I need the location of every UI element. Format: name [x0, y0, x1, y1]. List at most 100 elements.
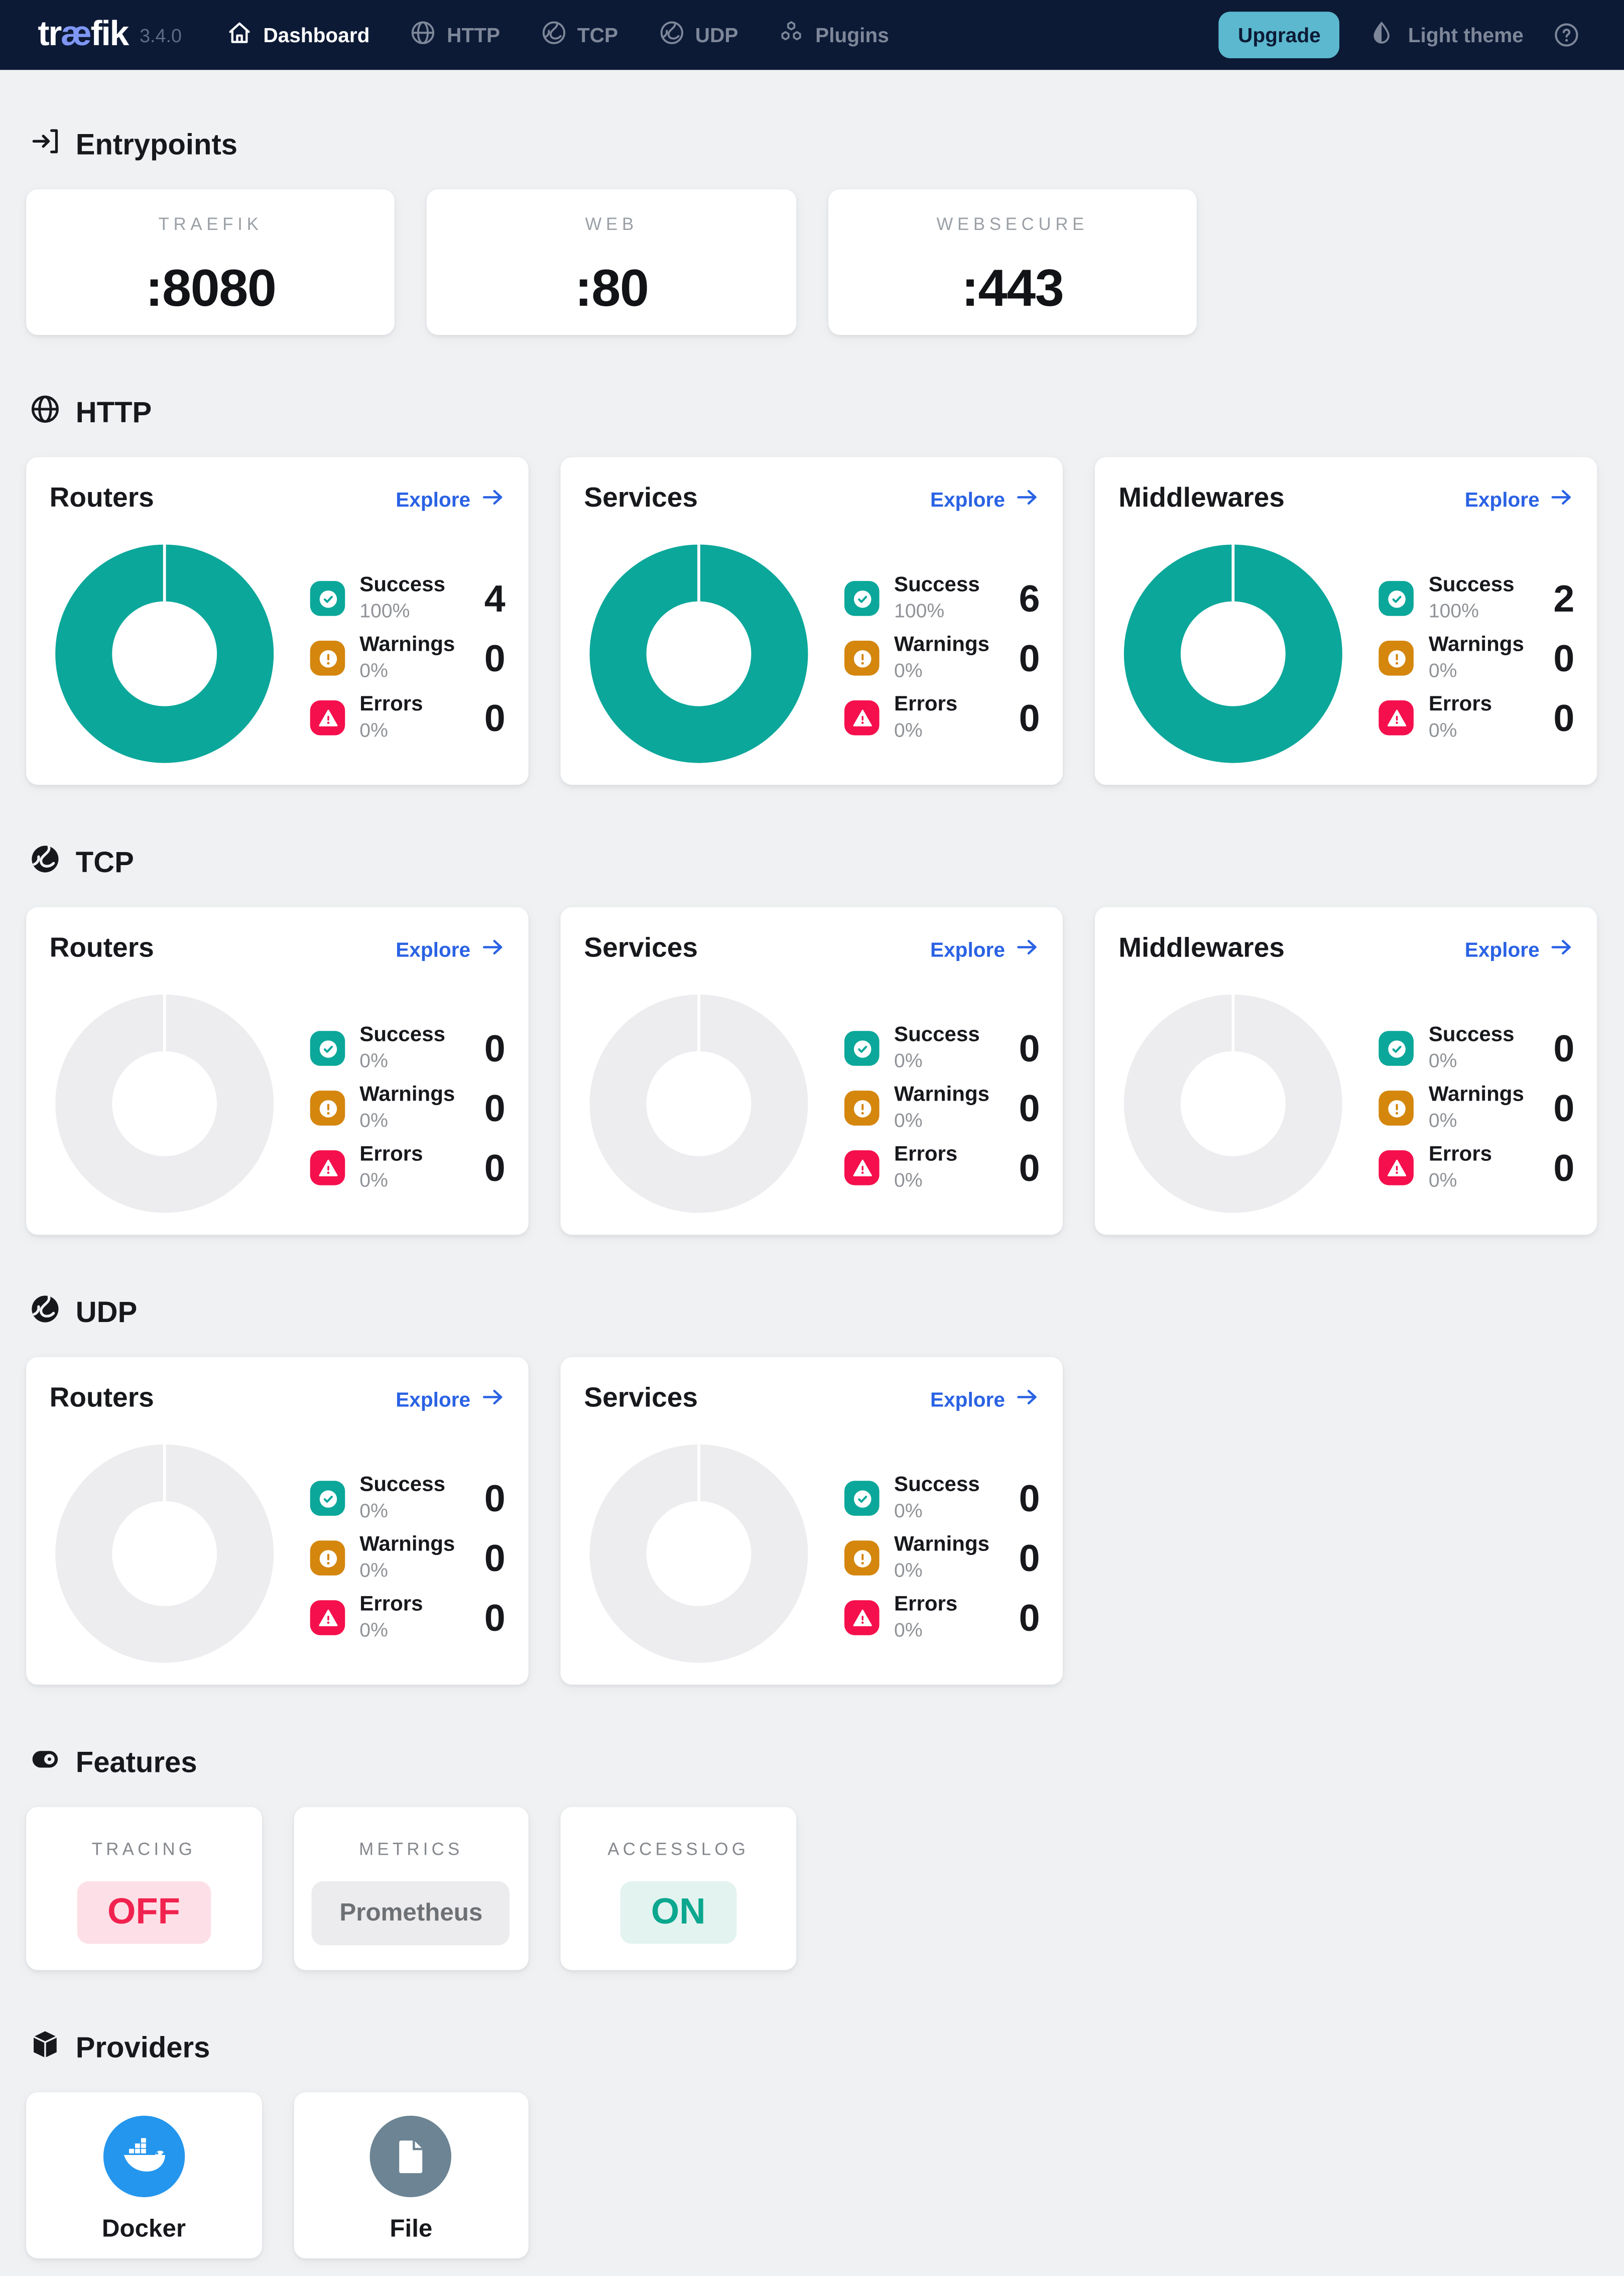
stat-count: 0: [484, 1595, 506, 1639]
stat-row-success: Success 100% 6: [844, 574, 1040, 621]
upgrade-button[interactable]: Upgrade: [1219, 12, 1340, 59]
providers-heading: Providers: [29, 2028, 1598, 2069]
stat-row-errors: Errors 0% 0: [310, 1593, 506, 1640]
feature-name: TRACING: [91, 1839, 196, 1860]
stat-label: Errors: [1428, 1142, 1492, 1166]
card-header: Services Explore: [561, 907, 1063, 966]
stat-texts: Success 0%: [894, 1023, 980, 1072]
stat-count: 0: [484, 1476, 506, 1520]
http-cards: Routers Explore Success 100% 4 Warnings: [26, 457, 1598, 785]
success-check-icon: [1379, 1031, 1414, 1066]
nav-item-http[interactable]: HTTP: [409, 19, 500, 51]
stat-count: 0: [1553, 1085, 1575, 1129]
card-title: Middlewares: [1118, 483, 1285, 514]
explore-link[interactable]: Explore: [396, 485, 506, 514]
explore-link-label: Explore: [930, 937, 1005, 962]
explore-link-label: Explore: [396, 488, 471, 511]
stat-label: Success: [894, 1023, 980, 1047]
nav-item-plugins[interactable]: Plugins: [778, 19, 889, 51]
stat-count: 0: [1019, 1085, 1040, 1129]
feature-card-tracing: TRACING OFF: [26, 1807, 262, 1970]
stat-row-errors: Errors 0% 0: [310, 693, 506, 741]
stat-row-success: Success 100% 2: [1379, 573, 1574, 622]
proxy-ball-icon: [29, 1293, 61, 1334]
entrypoint-card-websecure: WEBSECURE :443: [828, 189, 1197, 335]
card-header: Services Explore: [561, 1357, 1063, 1415]
stat-texts: Success 0%: [894, 1474, 980, 1522]
stat-percent: 0%: [1428, 719, 1457, 742]
explore-link[interactable]: Explore: [930, 935, 1040, 964]
explore-link[interactable]: Explore: [396, 1385, 506, 1414]
card-header: Middlewares Explore: [1095, 907, 1598, 966]
provider-name: Docker: [101, 2214, 186, 2242]
stat-percent: 0%: [894, 1169, 923, 1191]
explore-link-label: Explore: [1464, 488, 1540, 511]
stat-texts: Success 100%: [359, 574, 445, 622]
stat-row-success: Success 100% 4: [310, 574, 506, 622]
stat-count: 0: [484, 1535, 506, 1580]
stat-row-errors: Errors 0% 0: [1379, 692, 1574, 742]
explore-link[interactable]: Explore: [396, 935, 506, 964]
globe-icon: [409, 19, 437, 51]
stat-texts: Warnings 0%: [359, 1084, 455, 1132]
help-icon[interactable]: [1551, 21, 1580, 50]
arrow-right-icon: [480, 485, 505, 514]
stat-texts: Errors 0%: [894, 1143, 957, 1191]
donut-stat-card: Middlewares Explore Success 0% 0 Warning…: [1095, 907, 1598, 1235]
provider-card-file: File: [293, 2092, 529, 2258]
arrow-right-icon: [1015, 935, 1040, 964]
nav-item-tcp[interactable]: TCP: [539, 19, 618, 51]
nav-item-label: Plugins: [815, 23, 889, 47]
donut-chart: [1124, 544, 1343, 763]
http-heading: HTTP: [29, 393, 1598, 434]
stat-label: Success: [1428, 573, 1515, 597]
card-title: Services: [584, 1383, 698, 1414]
stat-percent: 100%: [1428, 600, 1479, 622]
card-title: Services: [584, 933, 698, 964]
stat-row-errors: Errors 0% 0: [844, 693, 1040, 741]
feature-cards: TRACING OFF METRICS Prometheus ACCESSLOG…: [26, 1807, 1598, 1970]
explore-link-label: Explore: [930, 488, 1005, 511]
toggle-icon: [29, 1743, 61, 1783]
nav-item-dashboard[interactable]: Dashboard: [225, 19, 369, 51]
stat-label: Warnings: [894, 1533, 990, 1556]
stat-count: 0: [484, 1085, 506, 1129]
stat-percent: 0%: [1428, 1109, 1457, 1132]
feature-card-accesslog: ACCESSLOG ON: [560, 1807, 796, 1970]
udp-cards: Routers Explore Success 0% 0 Warnings 0%: [26, 1357, 1598, 1685]
explore-link[interactable]: Explore: [930, 485, 1040, 514]
stat-texts: Errors 0%: [894, 1593, 957, 1641]
nav-item-label: Dashboard: [263, 23, 370, 47]
nav-item-udp[interactable]: UDP: [657, 19, 738, 51]
error-triangle-icon: [310, 1150, 345, 1185]
explore-link[interactable]: Explore: [1465, 485, 1575, 514]
stat-count: 0: [1019, 695, 1040, 739]
theme-toggle[interactable]: Light theme: [1367, 18, 1524, 52]
stat-texts: Errors 0%: [1428, 1142, 1492, 1191]
stat-count: 0: [1019, 1145, 1040, 1189]
stat-row-success: Success 0% 0: [844, 1023, 1040, 1072]
stat-label: Errors: [359, 1593, 423, 1616]
stat-count: 0: [1019, 1476, 1040, 1520]
stat-row-warnings: Warnings 0% 0: [1379, 1084, 1575, 1132]
feature-card-metrics: METRICS Prometheus: [293, 1807, 529, 1970]
stat-label: Errors: [1428, 692, 1492, 716]
section-udp: UDP Routers Explore Success 0% 0: [26, 1293, 1598, 1685]
card-title: Routers: [49, 1383, 154, 1414]
stat-count: 0: [1553, 1145, 1575, 1189]
explore-link[interactable]: Explore: [930, 1385, 1040, 1414]
explore-link[interactable]: Explore: [1465, 935, 1575, 964]
stat-row-warnings: Warnings 0% 0: [310, 1084, 506, 1132]
udp-heading: UDP: [29, 1293, 1598, 1334]
stat-label: Success: [1428, 1023, 1515, 1047]
donut-stat-card: Services Explore Success 0% 0 Warnings 0: [560, 907, 1063, 1235]
stat-row-warnings: Warnings 0% 0: [844, 1084, 1040, 1131]
stats-list: Success 0% 0 Warnings 0% 0 Errors 0%: [844, 1474, 1040, 1641]
stat-count: 0: [1553, 635, 1575, 679]
stat-percent: 0%: [359, 1500, 388, 1522]
stat-percent: 0%: [1428, 1049, 1457, 1072]
stat-count: 0: [1019, 1535, 1040, 1580]
card-title: Routers: [49, 933, 154, 964]
stat-texts: Success 0%: [1428, 1023, 1515, 1072]
